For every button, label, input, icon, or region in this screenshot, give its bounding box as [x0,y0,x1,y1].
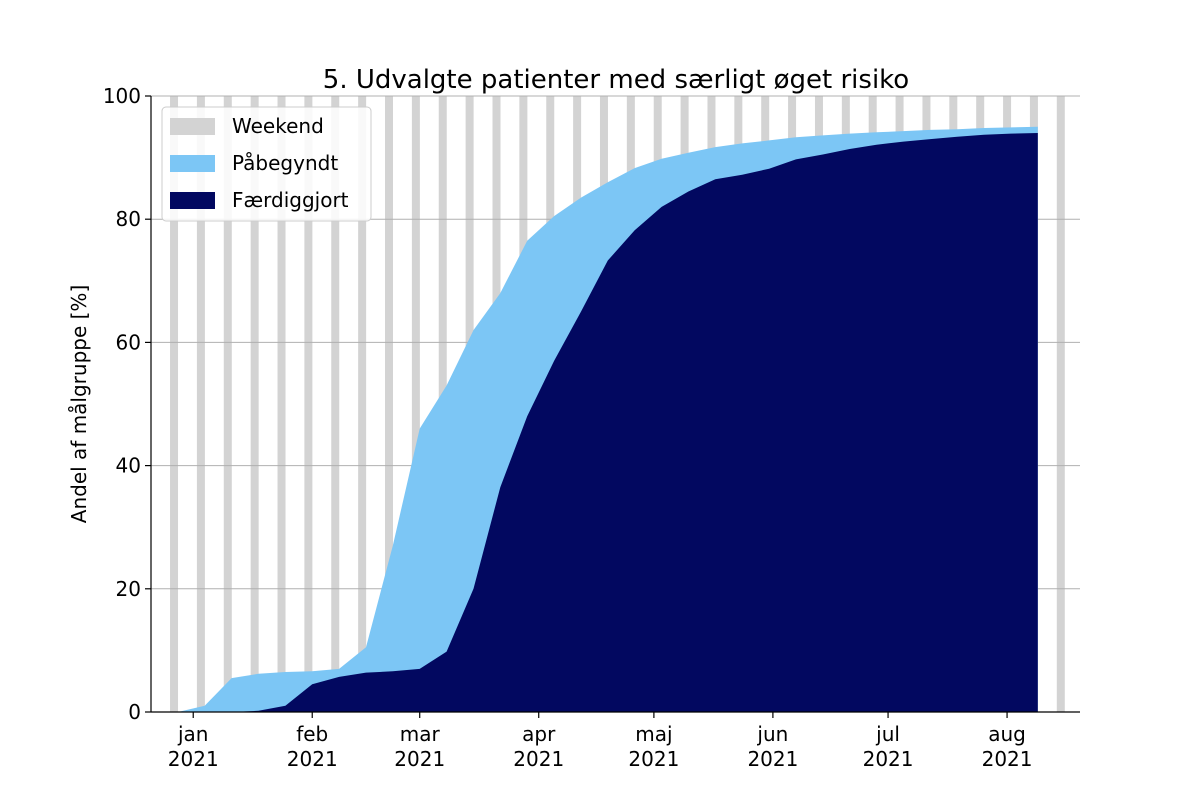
weekend-band-2 [223,96,232,712]
x-tick-label-1-1: 2021 [287,747,338,771]
legend-swatch-1 [170,155,215,172]
x-tick-label-5-0: jun [756,722,788,746]
x-tick-label-7-1: 2021 [982,747,1033,771]
weekend-band-3 [250,96,259,712]
x-tick-label-2-1: 2021 [394,747,445,771]
x-tick-label-4-1: 2021 [628,747,679,771]
area-series [177,126,1038,713]
x-tick-label-5-1: 2021 [747,747,798,771]
y-tick-label-60: 60 [116,330,141,354]
legend-label-0: Weekend [232,114,324,138]
y-axis-label: Andel af målgruppe [%] [67,285,91,523]
area-f-rdiggjort [177,133,1038,712]
x-tick-label-0-1: 2021 [168,747,219,771]
x-tick-label-4-0: maj [635,722,672,746]
weekend-band-0 [170,96,179,712]
legend-label-2: Færdiggjort [232,188,349,212]
weekend-band-1 [196,96,205,712]
x-tick-label-7-0: aug [988,722,1026,746]
x-tick-label-6-1: 2021 [863,747,914,771]
y-tick-label-0: 0 [128,700,141,724]
axes [150,96,1080,713]
y-tick-label-40: 40 [116,454,141,478]
y-tick-label-20: 20 [116,577,141,601]
x-tick-label-1-0: feb [296,722,328,746]
x-tick-label-0-0: jan [177,722,209,746]
y-tick-label-100: 100 [103,84,141,108]
x-tick-label-3-0: apr [522,722,556,746]
legend-label-1: Påbegyndt [232,151,338,175]
chart-title: 5. Udvalgte patienter med særligt øget r… [323,65,909,95]
weekend-band-6 [331,96,340,712]
x-tick-label-2-0: mar [400,722,441,746]
legend: Weekend Påbegyndt Færdiggjort [161,106,372,222]
weekend-band-5 [304,96,313,712]
y-tick-label-80: 80 [116,207,141,231]
weekend-band-4 [277,96,286,712]
x-tick-label-3-1: 2021 [513,747,564,771]
weekend-band-7 [358,96,367,712]
x-tick-label-6-0: jul [875,722,900,746]
weekend-band-9 [411,96,420,712]
legend-swatch-2 [170,192,215,209]
weekend-band-33 [1056,96,1065,712]
legend-swatch-0 [170,118,215,135]
weekend-band-8 [385,96,394,712]
tick-labels: 020406080100jan2021feb2021mar2021apr2021… [103,84,1033,771]
